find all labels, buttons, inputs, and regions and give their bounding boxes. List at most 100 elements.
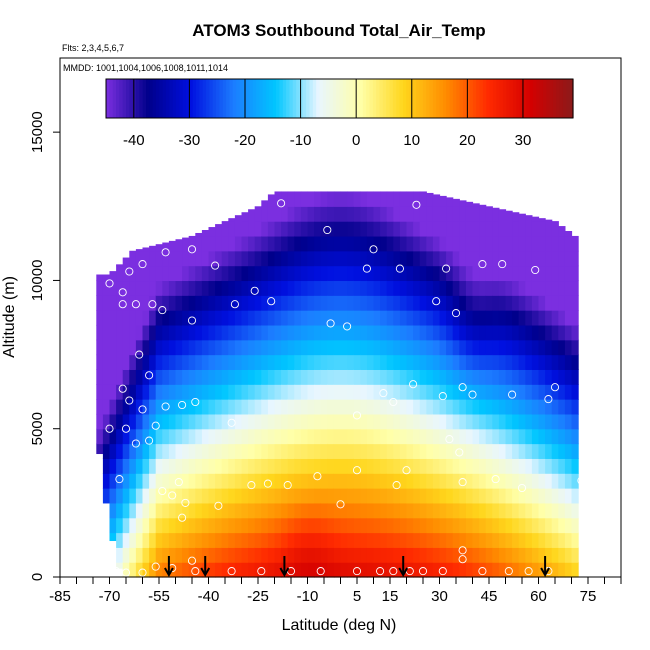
sample-point [498, 260, 507, 269]
curtain-cell [300, 562, 309, 578]
curtain-cell [479, 280, 487, 296]
curtain-cell [155, 517, 163, 534]
curtain-cell [162, 384, 170, 400]
curtain-cell [294, 206, 302, 222]
curtain-cell [439, 339, 447, 356]
x-tick-label: -10 [297, 588, 319, 605]
curtain-cell [116, 502, 124, 519]
curtain-cell [241, 562, 249, 578]
curtain-cell [545, 517, 553, 534]
colorbar-swatch [546, 79, 551, 118]
curtain-cell [241, 339, 249, 356]
curtain-cell [208, 227, 216, 237]
colorbar-swatch [229, 79, 234, 118]
curtain-cell [188, 473, 196, 489]
curtain-cell [182, 324, 190, 341]
curtain-cell [465, 280, 474, 296]
curtain-cell [399, 310, 408, 326]
curtain-cell [419, 310, 427, 326]
curtain-cell [413, 265, 421, 282]
curtain-cell [518, 413, 526, 430]
curtain-cell [452, 206, 460, 222]
curtain-cell [221, 502, 229, 519]
curtain-cell [122, 547, 130, 563]
curtain-cell [327, 547, 335, 563]
curtain-cell [426, 295, 434, 311]
curtain-cell [525, 473, 533, 489]
colorbar-swatch [529, 79, 534, 118]
curtain-cell [234, 458, 243, 474]
curtain-cell [182, 237, 190, 252]
curtain-cell [221, 221, 229, 237]
curtain-cell [399, 250, 408, 267]
curtain-cell [538, 532, 546, 548]
curtain-cell [347, 532, 355, 548]
curtain-cell [505, 369, 513, 385]
curtain-cell [459, 547, 467, 563]
curtain-cell [228, 458, 236, 474]
curtain-cell [135, 280, 144, 296]
curtain-cell [261, 369, 269, 385]
curtain-cell [281, 280, 289, 296]
curtain-cell [459, 324, 467, 341]
curtain-cell [221, 443, 229, 459]
curtain-cell [109, 428, 117, 445]
curtain-cell [261, 200, 269, 207]
curtain-cell [413, 399, 421, 415]
curtain-cell [168, 384, 177, 400]
curtain-cell [182, 354, 190, 370]
curtain-cell [195, 443, 203, 459]
curtain-cell [492, 473, 500, 489]
curtain-cell [300, 547, 309, 563]
curtain-cell [525, 458, 533, 474]
curtain-cell [333, 221, 342, 237]
curtain-cell [446, 197, 454, 207]
curtain-cell [399, 384, 408, 400]
colorbar-swatch [492, 79, 497, 118]
curtain-cell [432, 488, 441, 504]
curtain-cell [545, 221, 553, 237]
curtain-cell [459, 265, 467, 282]
curtain-cell [248, 562, 256, 578]
curtain-cell [215, 488, 223, 504]
y-tick-label: 10000 [29, 260, 46, 302]
curtain-cell [525, 295, 533, 311]
curtain-cell [558, 488, 566, 504]
colorbar-swatch [542, 79, 547, 118]
curtain-cell [254, 354, 262, 370]
curtain-cell [459, 399, 467, 415]
curtain-cell [545, 250, 553, 267]
curtain-cell [564, 250, 573, 267]
curtain-cell [465, 502, 474, 519]
curtain-cell [538, 369, 546, 385]
colorbar-swatch [486, 79, 491, 118]
curtain-cell [234, 280, 243, 296]
curtain-cell [287, 265, 295, 282]
curtain-cell [320, 280, 328, 296]
curtain-cell [333, 547, 342, 563]
curtain-cell [129, 354, 137, 370]
curtain-cell [320, 324, 328, 341]
curtain-cell [267, 532, 276, 548]
curtain-cell [201, 230, 210, 237]
curtain-cell [426, 517, 434, 534]
curtain-cell [380, 547, 388, 563]
sample-point [577, 476, 586, 485]
curtain-cell [347, 488, 355, 504]
curtain-cell [267, 502, 276, 519]
curtain-cell [406, 399, 414, 415]
curtain-cell [485, 413, 493, 430]
curtain-cell [96, 274, 104, 282]
curtain-cell [248, 399, 256, 415]
curtain-cell [373, 354, 381, 370]
curtain-cell [432, 502, 441, 519]
curtain-cell [188, 384, 196, 400]
curtain-cell [155, 324, 163, 341]
curtain-cell [135, 354, 144, 370]
curtain-cell [393, 324, 401, 341]
curtain-cell [432, 428, 441, 445]
curtain-cell [360, 265, 368, 282]
curtain-cell [380, 339, 388, 356]
curtain-cell [182, 384, 190, 400]
curtain-cell [380, 399, 388, 415]
